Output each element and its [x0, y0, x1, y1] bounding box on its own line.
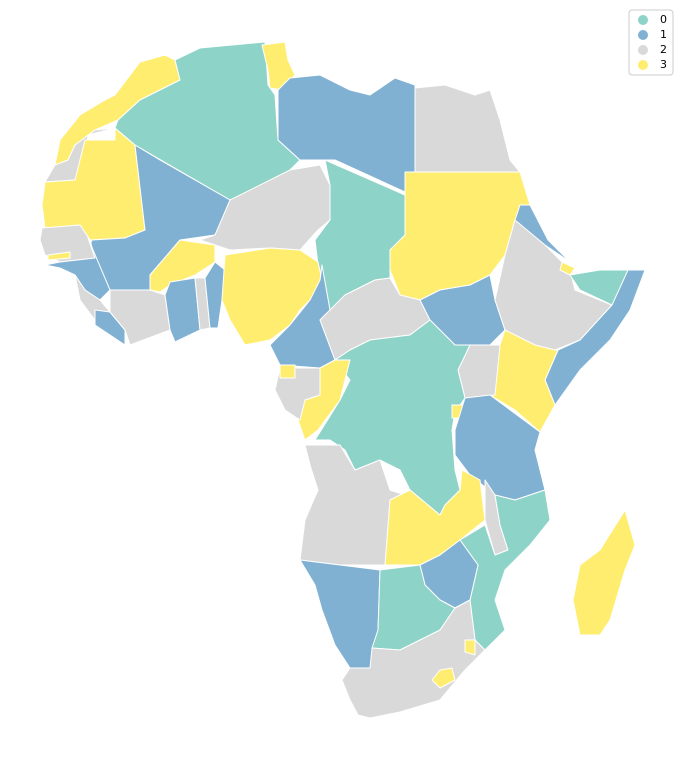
countries	[39, 41, 646, 719]
country	[94, 309, 126, 346]
legend-marker	[638, 45, 648, 55]
legend: 0 1 2 3	[628, 9, 674, 76]
country	[277, 74, 416, 196]
legend-label: 3	[660, 58, 667, 71]
country	[221, 247, 323, 346]
country	[44, 237, 111, 301]
country	[414, 84, 521, 173]
legend-label: 2	[660, 43, 667, 56]
country	[514, 204, 571, 263]
country	[279, 364, 296, 379]
country	[149, 239, 216, 293]
country	[341, 599, 486, 719]
country	[47, 251, 71, 261]
legend-marker	[638, 30, 648, 40]
country	[164, 277, 201, 343]
country	[274, 367, 321, 421]
country	[54, 54, 181, 166]
country	[199, 164, 331, 251]
legend-marker	[638, 15, 648, 25]
legend-marker	[638, 60, 648, 70]
country	[299, 559, 381, 669]
country	[41, 127, 146, 241]
country	[464, 639, 476, 656]
country	[572, 509, 636, 636]
legend-frame	[628, 9, 674, 76]
legend-label: 1	[660, 28, 667, 41]
legend-label: 0	[660, 13, 667, 26]
country	[431, 667, 456, 689]
